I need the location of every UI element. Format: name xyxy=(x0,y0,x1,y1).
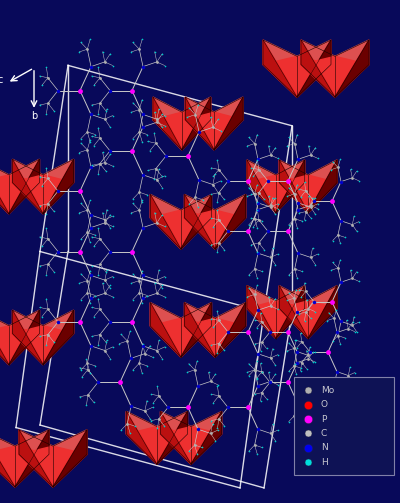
Polygon shape xyxy=(15,430,49,487)
Polygon shape xyxy=(184,303,246,326)
Polygon shape xyxy=(126,411,188,434)
Polygon shape xyxy=(215,195,246,249)
Polygon shape xyxy=(276,286,305,339)
Polygon shape xyxy=(150,210,212,249)
Text: c: c xyxy=(0,75,3,86)
Polygon shape xyxy=(150,318,212,357)
Polygon shape xyxy=(263,40,297,97)
Polygon shape xyxy=(279,301,337,339)
Polygon shape xyxy=(12,310,43,365)
Polygon shape xyxy=(214,97,243,150)
Polygon shape xyxy=(247,160,305,183)
Polygon shape xyxy=(0,446,49,487)
Polygon shape xyxy=(0,159,9,214)
Polygon shape xyxy=(150,195,212,218)
Polygon shape xyxy=(157,411,188,464)
Polygon shape xyxy=(184,210,246,249)
Text: O: O xyxy=(321,400,328,409)
Polygon shape xyxy=(184,195,215,249)
Text: P: P xyxy=(321,414,326,424)
Text: H: H xyxy=(321,458,328,467)
Polygon shape xyxy=(12,175,74,214)
Polygon shape xyxy=(0,310,40,333)
Polygon shape xyxy=(182,97,211,150)
Polygon shape xyxy=(150,303,181,357)
Polygon shape xyxy=(263,40,331,64)
Polygon shape xyxy=(185,97,243,120)
Polygon shape xyxy=(19,430,53,487)
Polygon shape xyxy=(279,286,308,339)
Polygon shape xyxy=(247,160,276,213)
Polygon shape xyxy=(9,159,40,214)
Polygon shape xyxy=(185,97,214,150)
Text: b: b xyxy=(31,111,37,121)
Polygon shape xyxy=(0,326,40,365)
Polygon shape xyxy=(0,430,49,454)
Polygon shape xyxy=(181,195,212,249)
Polygon shape xyxy=(160,411,191,464)
Polygon shape xyxy=(0,175,40,214)
Polygon shape xyxy=(279,175,337,213)
Polygon shape xyxy=(0,310,9,365)
Polygon shape xyxy=(19,446,87,487)
Polygon shape xyxy=(153,97,211,120)
Text: Mo: Mo xyxy=(321,386,334,395)
Polygon shape xyxy=(185,112,243,150)
Polygon shape xyxy=(43,159,74,214)
Polygon shape xyxy=(279,286,337,308)
Polygon shape xyxy=(247,175,305,213)
Polygon shape xyxy=(0,430,15,487)
Polygon shape xyxy=(247,286,276,339)
Polygon shape xyxy=(279,160,308,213)
Polygon shape xyxy=(335,40,369,97)
Polygon shape xyxy=(247,286,305,308)
Polygon shape xyxy=(184,303,215,357)
Polygon shape xyxy=(150,195,181,249)
Polygon shape xyxy=(279,160,337,183)
Polygon shape xyxy=(126,411,157,464)
Polygon shape xyxy=(9,310,40,365)
Polygon shape xyxy=(215,303,246,357)
Polygon shape xyxy=(126,427,188,464)
Polygon shape xyxy=(43,310,74,365)
Polygon shape xyxy=(12,310,74,333)
Polygon shape xyxy=(153,97,182,150)
Polygon shape xyxy=(301,40,335,97)
Text: N: N xyxy=(321,443,328,452)
Polygon shape xyxy=(308,160,337,213)
Polygon shape xyxy=(19,430,87,454)
Polygon shape xyxy=(53,430,87,487)
Polygon shape xyxy=(191,411,222,464)
Polygon shape xyxy=(247,301,305,339)
Text: C: C xyxy=(321,429,327,438)
Polygon shape xyxy=(301,56,369,97)
Polygon shape xyxy=(184,195,246,218)
Polygon shape xyxy=(12,326,74,365)
Polygon shape xyxy=(12,159,43,214)
Polygon shape xyxy=(301,40,369,64)
Polygon shape xyxy=(153,112,211,150)
Polygon shape xyxy=(160,427,222,464)
Polygon shape xyxy=(184,318,246,357)
Polygon shape xyxy=(297,40,331,97)
Polygon shape xyxy=(0,159,40,183)
Polygon shape xyxy=(150,303,212,326)
Bar xyxy=(294,377,394,475)
Polygon shape xyxy=(276,160,305,213)
Polygon shape xyxy=(12,159,74,183)
Polygon shape xyxy=(263,56,331,97)
Polygon shape xyxy=(181,303,212,357)
Polygon shape xyxy=(308,286,337,339)
Polygon shape xyxy=(160,411,222,434)
